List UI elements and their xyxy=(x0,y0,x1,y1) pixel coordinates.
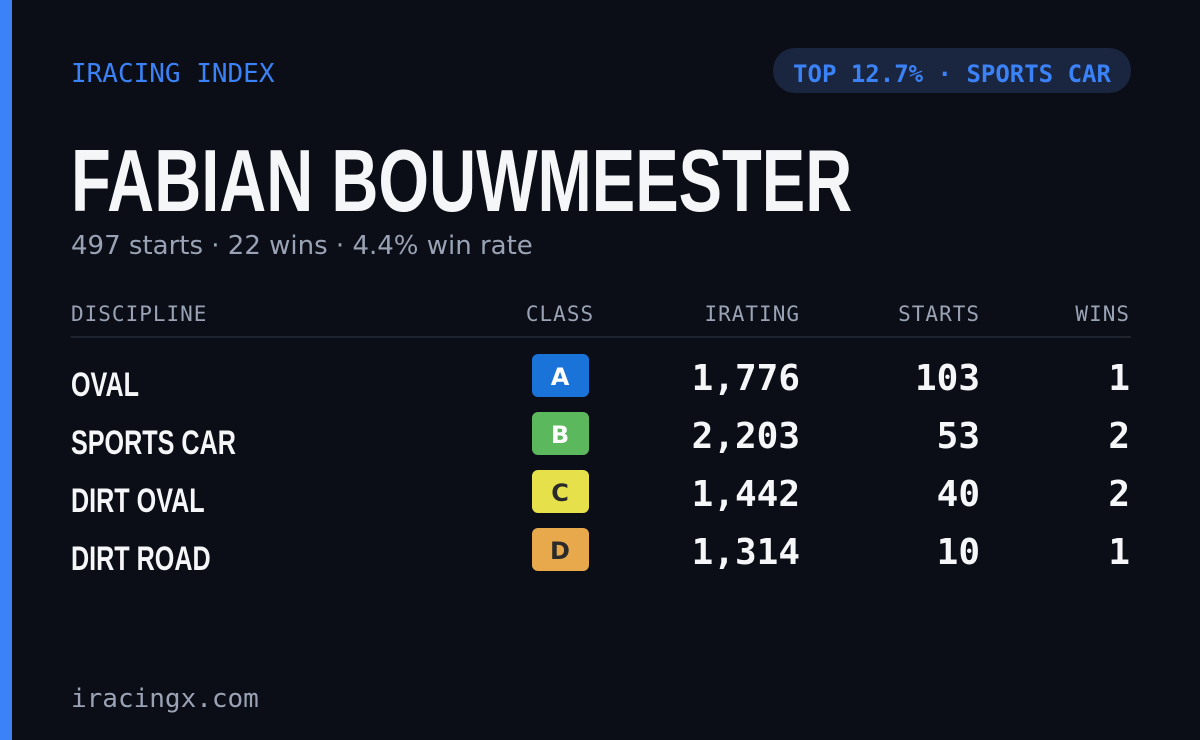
irating: 1,776 xyxy=(692,358,800,399)
irating: 2,203 xyxy=(692,416,800,457)
irating: 1,314 xyxy=(692,532,800,573)
brand: IRACING INDEX xyxy=(71,59,275,89)
column-header: STARTS xyxy=(898,302,980,326)
rank-pill xyxy=(773,48,1131,93)
column-header: DISCIPLINE xyxy=(71,302,207,326)
column-header: CLASS xyxy=(526,302,594,326)
starts: 10 xyxy=(937,532,980,573)
discipline: DIRT ROAD xyxy=(71,540,211,578)
class-letter: C xyxy=(551,479,569,507)
starts: 103 xyxy=(915,358,980,399)
starts: 53 xyxy=(937,416,980,457)
class-letter: A xyxy=(551,363,570,391)
driver-name: FABIAN BOUWMEESTER xyxy=(71,133,852,231)
discipline: SPORTS CAR xyxy=(71,424,236,462)
wins: 1 xyxy=(1108,358,1130,399)
class-badge xyxy=(532,470,589,513)
column-header: WINS xyxy=(1075,302,1130,326)
rank-badge: TOP 12.7% · SPORTS CAR xyxy=(793,60,1111,88)
column-header: IRATING xyxy=(704,302,800,326)
discipline-wrap: OVAL xyxy=(71,366,139,404)
accent-bar xyxy=(0,0,12,740)
discipline-wrap: DIRT OVAL xyxy=(71,482,205,520)
driver-summary: 497 starts · 22 wins · 4.4% win rate xyxy=(71,231,533,261)
class-badge xyxy=(532,528,589,571)
starts: 40 xyxy=(937,474,980,515)
class-letter: D xyxy=(550,537,570,565)
discipline-wrap: DIRT ROAD xyxy=(71,540,211,578)
wins: 1 xyxy=(1108,532,1130,573)
class-badge xyxy=(532,354,589,397)
discipline: DIRT OVAL xyxy=(71,482,205,520)
class-letter: B xyxy=(551,421,569,449)
irating: 1,442 xyxy=(692,474,800,515)
wins: 2 xyxy=(1108,474,1130,515)
class-badge xyxy=(532,412,589,455)
wins: 2 xyxy=(1108,416,1130,457)
footer-site: iracingx.com xyxy=(71,684,259,714)
table: DISCIPLINE CLASS IRATING STARTS WINS OVAL A 1,7… xyxy=(71,302,1130,578)
discipline: OVAL xyxy=(71,366,139,404)
discipline-wrap: SPORTS CAR xyxy=(71,424,236,462)
